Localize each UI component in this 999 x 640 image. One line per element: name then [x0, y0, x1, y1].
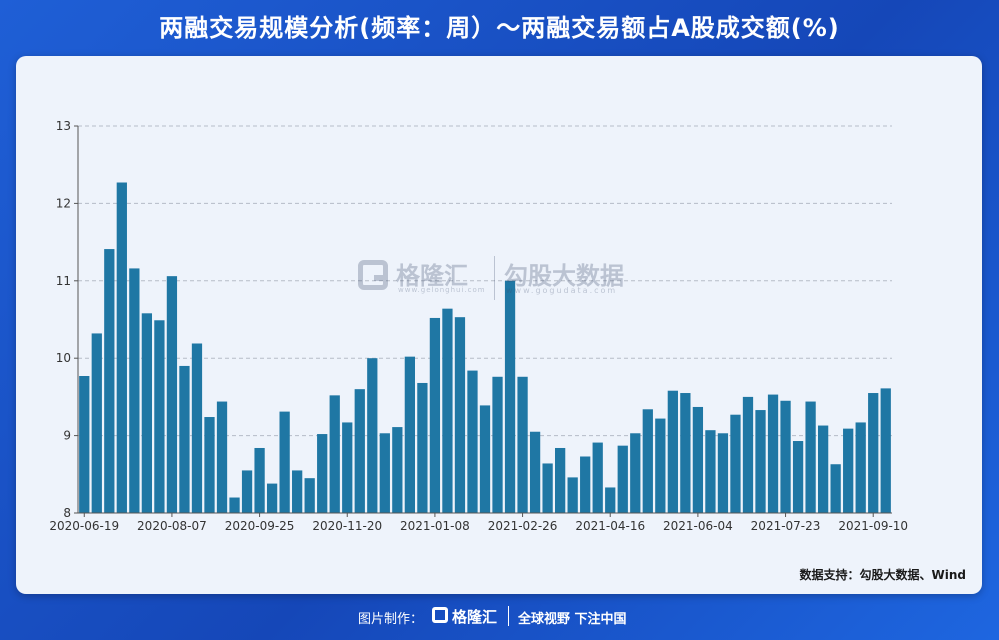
bar: [467, 370, 478, 513]
bar: [692, 406, 704, 513]
bar: [229, 497, 240, 513]
bar: [555, 447, 566, 513]
bar: [742, 396, 754, 513]
bar: [667, 390, 678, 513]
y-tick-label: 8: [63, 506, 71, 520]
bar: [730, 414, 741, 513]
bar: [880, 388, 891, 513]
x-tick-label: 2021-07-23: [751, 519, 821, 533]
bar: [705, 430, 716, 513]
x-tick-label: 2020-06-19: [49, 519, 119, 533]
bar: [642, 409, 653, 513]
bar: [354, 389, 365, 513]
bar: [767, 394, 779, 513]
bar: [592, 442, 603, 513]
bar: [805, 401, 816, 513]
bar: [91, 333, 102, 513]
bar: [342, 422, 353, 513]
bar: [141, 313, 153, 513]
bar: [630, 433, 641, 513]
bar: [504, 280, 516, 513]
bar: [317, 434, 328, 513]
bar: [605, 487, 616, 513]
bar: [166, 276, 178, 513]
bar: [104, 249, 115, 514]
bar: [204, 417, 215, 513]
bar: [792, 441, 804, 513]
bar: [417, 382, 428, 513]
bar: [379, 433, 390, 513]
bar: [266, 483, 278, 513]
bar: [492, 376, 503, 513]
x-tick-label: 2021-09-10: [838, 519, 908, 533]
bar: [429, 317, 441, 513]
x-tick-label: 2021-04-16: [575, 519, 645, 533]
bar: [717, 433, 729, 513]
y-tick-label: 10: [56, 351, 71, 365]
bar: [129, 268, 140, 513]
y-tick-label: 12: [56, 196, 71, 210]
bar: [542, 463, 553, 513]
x-tick-label: 2021-02-26: [488, 519, 558, 533]
bar: [479, 405, 491, 513]
bar: [680, 393, 691, 513]
footer: 图片制作： 格隆汇 全球视野 下注中国: [0, 602, 999, 632]
bar: [855, 422, 866, 513]
bar: [392, 427, 403, 513]
x-tick-label: 2020-11-20: [312, 519, 382, 533]
bar: [79, 376, 90, 513]
y-tick-label: 11: [56, 274, 71, 288]
bar-chart: 8 9 10 11 12 13 2020-06-19 2020-08-07 2020-09-25…: [49, 119, 908, 533]
bar: [780, 400, 791, 513]
bar: [655, 418, 666, 513]
bar: [154, 320, 165, 513]
bar: [216, 401, 228, 513]
footer-slogan: 全球视野 下注中国: [518, 612, 627, 627]
bar: [529, 431, 541, 513]
bar: [868, 393, 879, 513]
footer-label: 图片制作：: [358, 612, 424, 627]
bar: [517, 376, 528, 513]
bar: [367, 358, 378, 513]
x-tick-label: 2021-01-08: [400, 519, 470, 533]
bar: [329, 395, 340, 513]
bar: [817, 425, 829, 513]
bar: [567, 477, 578, 513]
bar: [830, 464, 841, 513]
bar: [254, 447, 265, 513]
chart-title: 两融交易规模分析(频率：周）～两融交易额占A股成交额(%): [159, 14, 840, 42]
bar: [404, 356, 415, 513]
x-tick-label: 2020-08-07: [137, 519, 207, 533]
y-tick-label: 13: [56, 119, 71, 133]
x-tick-label: 2020-09-25: [225, 519, 295, 533]
axis-layer: 8 9 10 11 12 13 2020-06-19 2020-08-07 2020-09-25…: [49, 119, 908, 533]
bar: [843, 428, 854, 513]
x-tick-label: 2021-06-04: [663, 519, 733, 533]
bar: [241, 470, 253, 513]
bar: [116, 182, 127, 513]
y-tick-label: 9: [63, 429, 71, 443]
chart-panel: 8 9 10 11 12 13 2020-06-19 2020-08-07 2020-09-25…: [16, 56, 982, 594]
footer-divider: [508, 606, 509, 626]
bar: [292, 470, 303, 513]
bar: [304, 478, 315, 513]
bar: [617, 445, 628, 513]
bar: [442, 308, 453, 513]
bar: [755, 410, 766, 513]
bar: [179, 365, 190, 513]
bar-layer: [79, 182, 891, 514]
data-source: 数据支持：勾股大数据、Wind: [799, 568, 966, 582]
bar: [279, 411, 290, 513]
bar: [454, 317, 466, 513]
bar: [191, 343, 203, 513]
footer-brand: 格隆汇: [452, 608, 498, 626]
bar: [580, 456, 591, 513]
footer-logo-icon: [432, 607, 448, 623]
